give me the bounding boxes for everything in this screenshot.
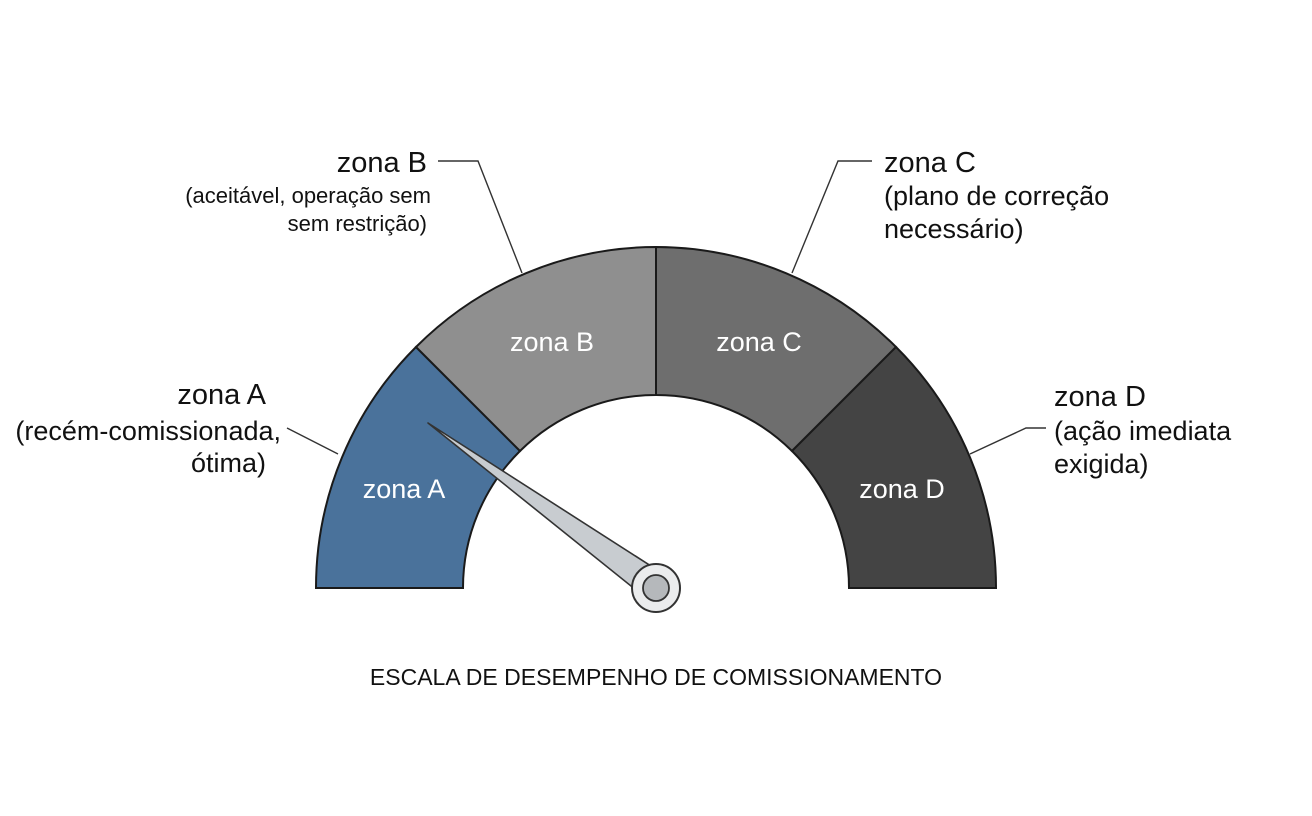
zone-d-inner-label: zona D (859, 474, 945, 504)
zone-b-inner-label: zona B (510, 327, 594, 357)
zone-d-leader (969, 427, 1046, 455)
zone-b-callout: zona B (aceitável, operação sem sem rest… (185, 147, 431, 236)
gauge-arc (314, 245, 998, 589)
callout-leaders (286, 160, 1046, 455)
zone-b-description-line-2: sem restrição) (288, 211, 427, 236)
zone-c-callout: zona C (plano de correção necessário) (884, 147, 1109, 244)
zone-a-description-line-2: ótima) (191, 448, 266, 478)
zone-a-description-line-1: (recém-comissionada, (15, 416, 281, 446)
gauge-needle (427, 422, 681, 613)
zone-c-description-line-2: necessário) (884, 214, 1024, 244)
zone-d-callout: zona D (ação imediata exigida) (1054, 381, 1232, 479)
zone-a-title: zona A (177, 379, 266, 411)
zone-c-description-line-1: (plano de correção (884, 181, 1109, 211)
zone-b-leader (438, 160, 523, 274)
needle-hub-inner (642, 574, 670, 602)
zone-d-description-line-1: (ação imediata (1054, 416, 1232, 446)
zone-c-title: zona C (884, 147, 976, 179)
zone-b-title: zona B (337, 147, 427, 179)
zone-d-description-line-2: exigida) (1054, 449, 1149, 479)
zone-d-title: zona D (1054, 381, 1146, 413)
zone-d-band (790, 345, 998, 589)
zone-c-leader (791, 160, 872, 274)
zone-a-inner-label: zona A (363, 474, 446, 504)
scale-caption: ESCALA DE DESEMPENHO DE COMISSIONAMENTO (370, 664, 942, 690)
zone-a-leader (286, 427, 339, 455)
zone-inner-labels: zona A zona B zona C zona D (363, 327, 945, 504)
zone-c-inner-label: zona C (716, 327, 802, 357)
zone-b-description-line-1: (aceitável, operação sem (185, 183, 431, 208)
zone-a-callout: zona A (recém-comissionada, ótima) (15, 379, 281, 478)
